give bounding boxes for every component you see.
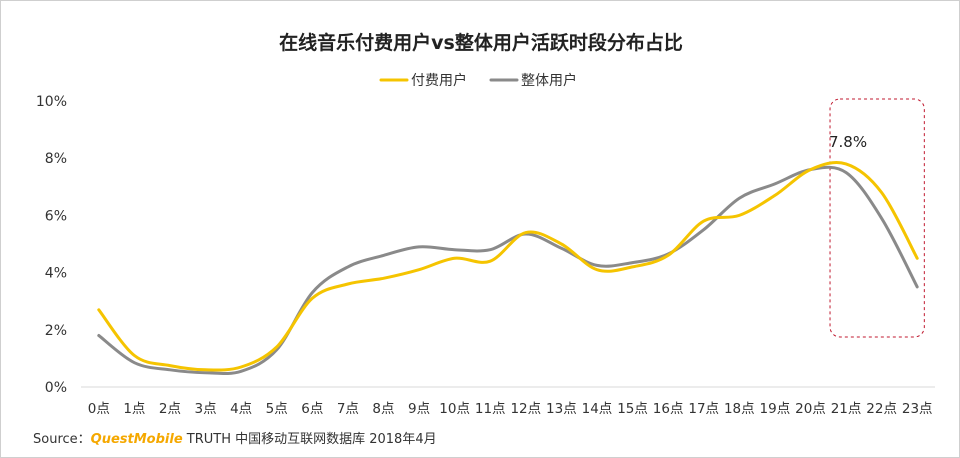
x-tick-label: 18点 xyxy=(724,401,755,417)
x-tick-label: 14点 xyxy=(582,401,613,417)
x-tick-label: 16点 xyxy=(653,401,684,417)
source-brand: QuestMobile xyxy=(90,432,183,447)
x-tick-label: 12点 xyxy=(510,401,541,417)
x-tick-label: 21点 xyxy=(831,401,862,417)
x-tick-label: 6点 xyxy=(301,401,323,417)
x-axis: 0点 1点 2点 3点 4点 5点 6点 7点 8点 9点 10点 11点 12点 13点 14点 15点 16… xyxy=(81,386,935,417)
x-tick-label: 23点 xyxy=(902,401,933,417)
x-tick-label: 8点 xyxy=(372,401,394,417)
source-line: Source：QuestMobile TRUTH 中国移动互联网数据库 2018… xyxy=(33,428,437,447)
chart-title: 在线音乐付费用户vs整体用户活跃时段分布占比 xyxy=(279,31,683,54)
x-tick-label: 19点 xyxy=(760,401,791,417)
series-line-all-users xyxy=(97,165,919,375)
series-line-paid-users xyxy=(97,160,919,372)
x-tick-label: 10点 xyxy=(439,401,470,417)
x-tick-label: 20点 xyxy=(795,401,826,417)
x-tick-label: 9点 xyxy=(408,401,430,417)
x-tick-label: 11点 xyxy=(475,401,506,417)
x-tick-label: 15点 xyxy=(617,401,648,417)
y-tick-label: 6% xyxy=(45,208,67,224)
x-tick-label: 7点 xyxy=(337,401,359,417)
legend-label: 付费用户 xyxy=(411,72,467,89)
y-tick-label: 2% xyxy=(45,323,67,339)
y-axis: 0% 2% 4% 6% 8% 10% xyxy=(36,94,67,396)
y-tick-label: 0% xyxy=(45,380,67,396)
y-tick-label: 10% xyxy=(36,94,67,110)
legend-label: 整体用户 xyxy=(521,72,577,89)
annotation-label: 7.8% xyxy=(829,133,867,151)
x-tick-label: 2点 xyxy=(159,401,181,417)
y-tick-label: 4% xyxy=(45,266,67,282)
y-tick-label: 8% xyxy=(45,151,67,167)
x-tick-label: 22点 xyxy=(866,401,897,417)
x-tick-label: 1点 xyxy=(123,401,145,417)
series-group xyxy=(97,160,919,375)
x-tick-label: 13点 xyxy=(546,401,577,417)
x-tick-label: 4点 xyxy=(230,401,252,417)
legend: 付费用户 整体用户 xyxy=(379,72,577,89)
source-prefix: Source： xyxy=(33,432,91,447)
x-tick-label: 3点 xyxy=(194,401,216,417)
x-tick-label: 17点 xyxy=(688,401,719,417)
highlight-box-group: 7.8% xyxy=(829,98,925,338)
x-tick-label: 0点 xyxy=(88,401,110,417)
source-text: TRUTH 中国移动互联网数据库 2018年4月 xyxy=(182,432,437,447)
x-tick-label: 5点 xyxy=(266,401,288,417)
highlight-box xyxy=(829,98,925,338)
